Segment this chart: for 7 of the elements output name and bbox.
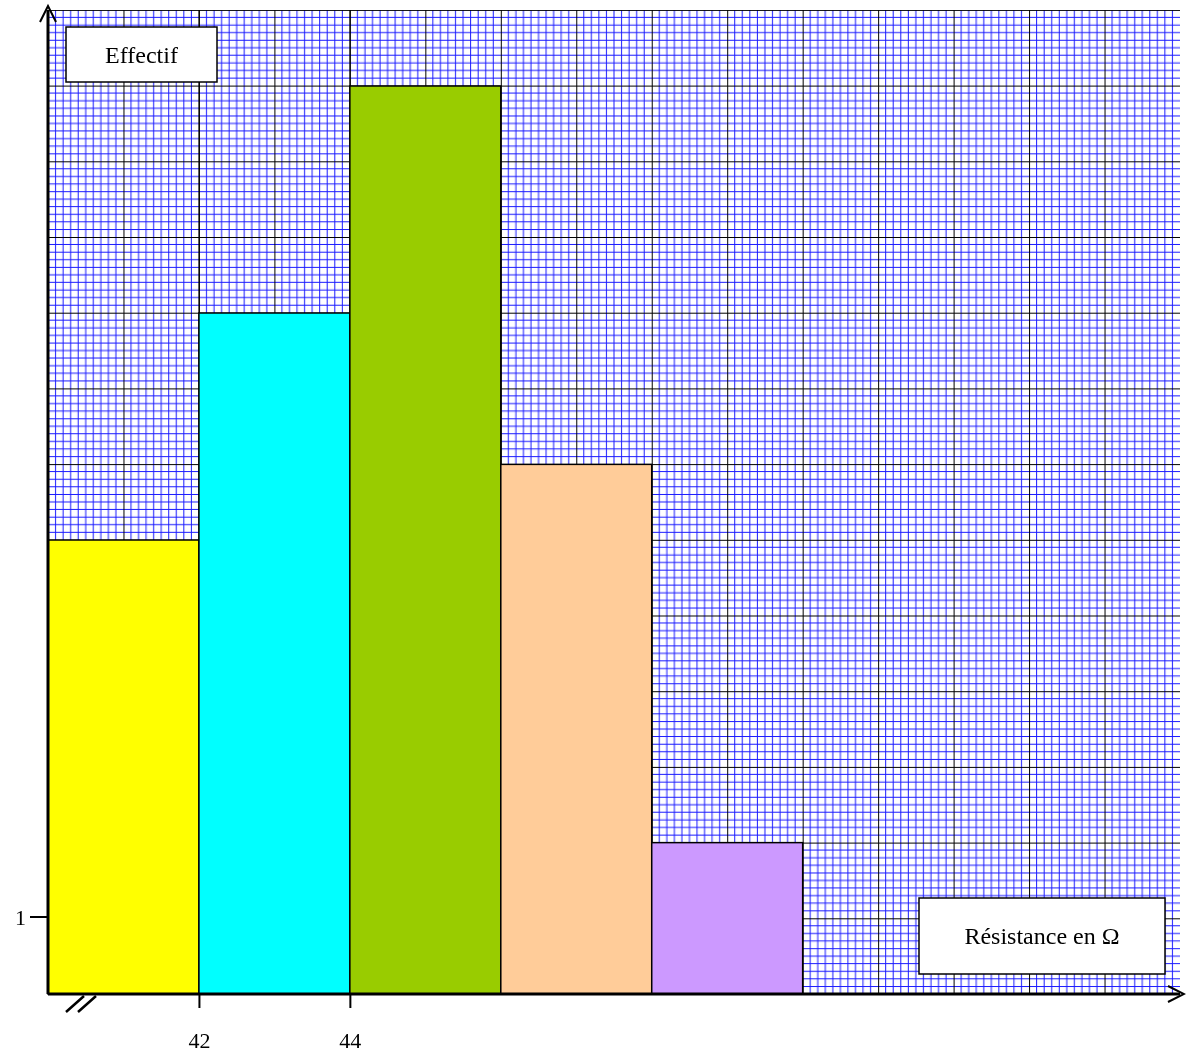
text: 1 [15, 905, 26, 930]
x-tick-label: 44 [339, 1027, 362, 1053]
x-tick-label: 42 [188, 1027, 211, 1053]
y-axis-title: Effectif [105, 41, 178, 68]
x-axis-title: Résistance en Ω [964, 923, 1120, 949]
label-box: Résistance en Ω [918, 897, 1166, 975]
label-box: Effectif [65, 26, 218, 83]
